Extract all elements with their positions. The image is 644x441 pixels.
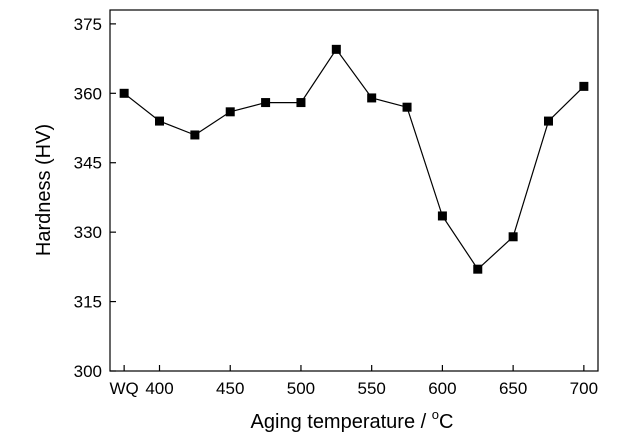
y-tick-label-1: 315 bbox=[74, 293, 102, 312]
x-axis-title-unit: C bbox=[439, 411, 453, 433]
plot-frame bbox=[109, 9, 599, 372]
data-series bbox=[119, 44, 589, 274]
x-tick-label-7: 700 bbox=[570, 379, 598, 398]
x-tick-label-4: 550 bbox=[357, 379, 385, 398]
y-tick-label-3: 345 bbox=[74, 154, 102, 173]
data-point-10 bbox=[473, 264, 483, 274]
y-axis-title: Hardness (HV) bbox=[33, 124, 55, 256]
x-axis-title: Aging temperature / oC bbox=[251, 407, 454, 433]
data-point-3 bbox=[225, 107, 235, 117]
data-point-12 bbox=[543, 116, 553, 126]
data-point-7 bbox=[367, 93, 377, 103]
x-axis-title-text: Aging temperature / bbox=[251, 411, 432, 433]
data-point-11 bbox=[508, 232, 518, 242]
y-axis: 300 315 330 345 360 375 bbox=[74, 15, 116, 381]
data-point-13 bbox=[579, 81, 589, 91]
x-tick-label-5: 600 bbox=[428, 379, 456, 398]
data-point-5 bbox=[296, 98, 306, 108]
data-point-2 bbox=[190, 130, 200, 140]
x-axis-title-degree: o bbox=[432, 407, 439, 422]
series-line-0 bbox=[123, 48, 585, 271]
y-tick-label-0: 300 bbox=[74, 362, 102, 381]
data-point-4 bbox=[261, 98, 271, 108]
x-tick-label-0: WQ bbox=[110, 379, 139, 398]
x-tick-label-6: 650 bbox=[499, 379, 527, 398]
x-axis: WQ 400 450 500 550 600 650 700 bbox=[110, 365, 598, 398]
data-point-6 bbox=[331, 44, 341, 54]
y-tick-label-2: 330 bbox=[74, 223, 102, 242]
x-tick-label-3: 500 bbox=[287, 379, 315, 398]
x-tick-label-1: 400 bbox=[145, 379, 173, 398]
data-point-8 bbox=[402, 102, 412, 112]
y-tick-label-5: 375 bbox=[74, 15, 102, 34]
data-point-1 bbox=[155, 116, 165, 126]
data-point-9 bbox=[437, 211, 447, 221]
data-point-0 bbox=[119, 88, 129, 98]
x-tick-label-2: 450 bbox=[216, 379, 244, 398]
y-tick-label-4: 360 bbox=[74, 84, 102, 103]
